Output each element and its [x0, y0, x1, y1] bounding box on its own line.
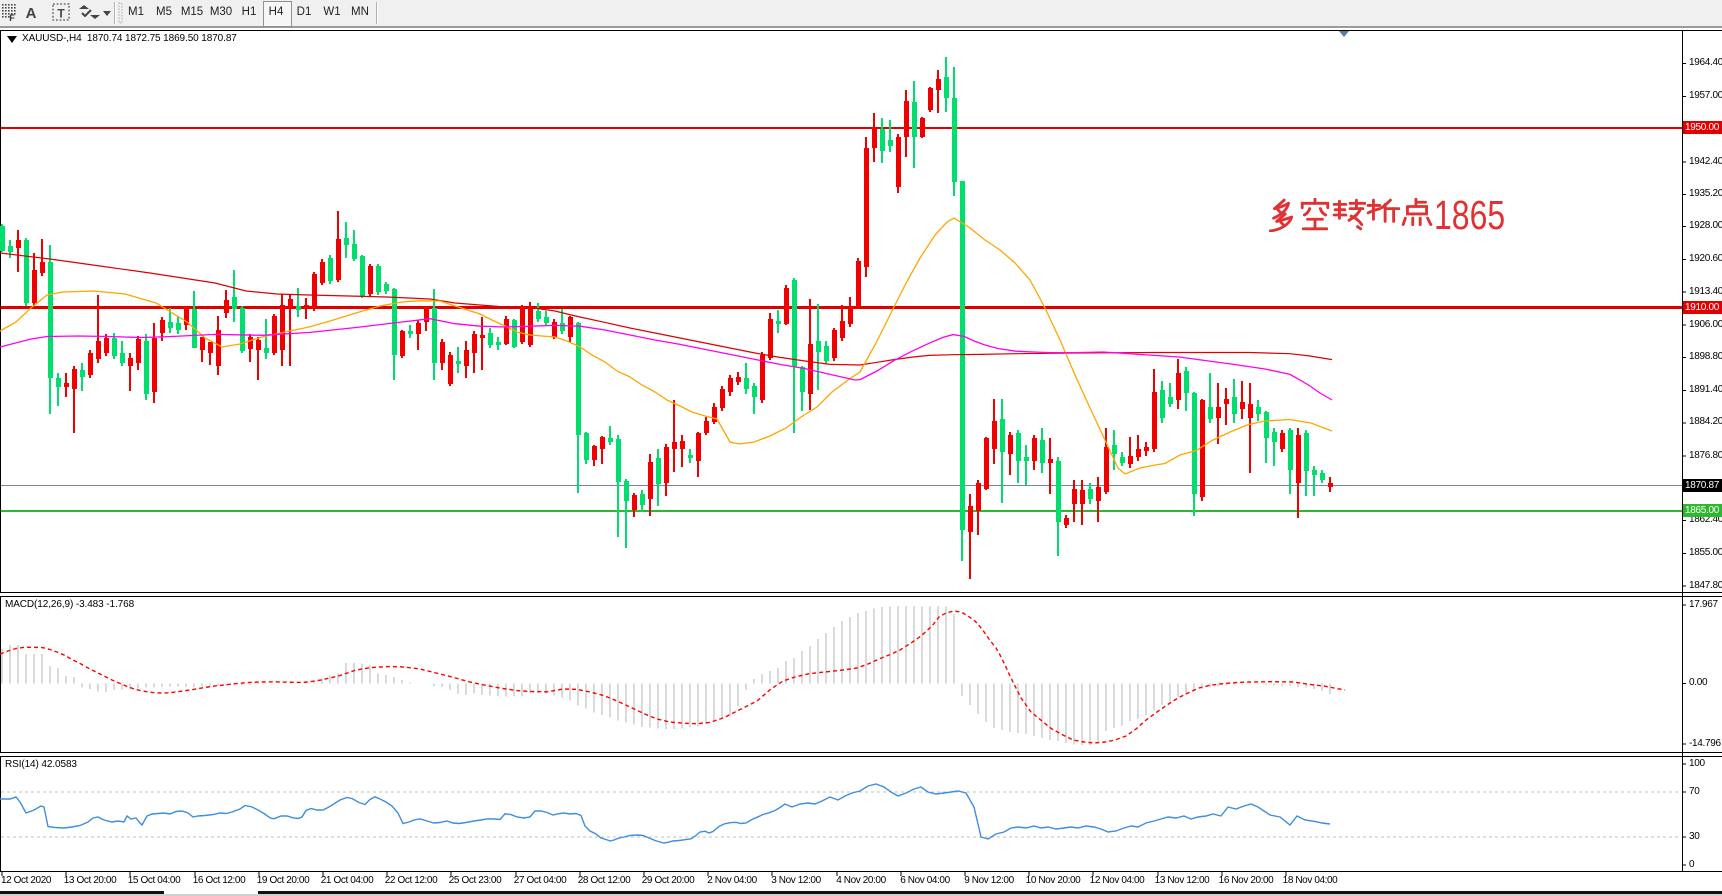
svg-text:F: F: [9, 13, 15, 23]
svg-text:A: A: [26, 5, 37, 22]
svg-text:T: T: [57, 7, 65, 21]
